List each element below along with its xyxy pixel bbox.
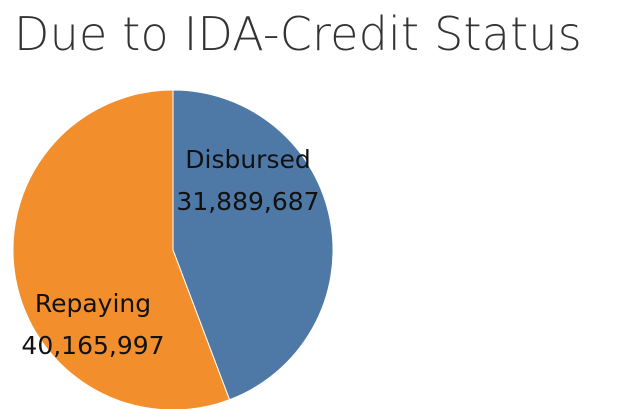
pie-slices — [12, 89, 334, 409]
slice-label-repaying-value: 40,165,997 — [21, 331, 164, 360]
slice-label-disbursed-name: Disbursed — [185, 145, 311, 174]
slice-label-disbursed-value: 31,889,687 — [176, 187, 319, 216]
pie-slice-repaying[interactable] — [12, 89, 231, 409]
pie-labels: Disbursed 31,889,687 Repaying 40,165,997 — [21, 145, 319, 360]
chart-title: Due to IDA-Credit Status — [14, 7, 582, 61]
slice-label-repaying-name: Repaying — [35, 289, 151, 318]
pie-slice-disbursed[interactable] — [172, 89, 334, 401]
